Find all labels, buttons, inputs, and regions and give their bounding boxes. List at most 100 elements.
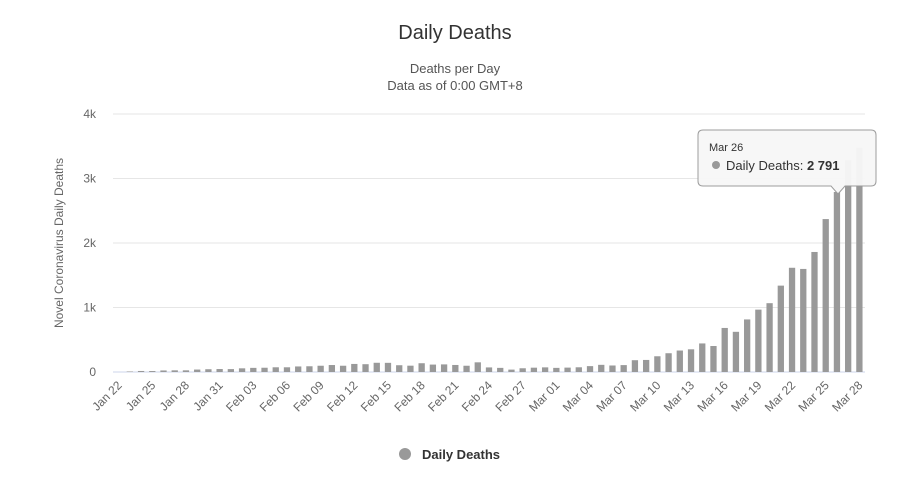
x-tick-label: Mar 04 xyxy=(560,378,597,415)
bar[interactable] xyxy=(497,367,504,372)
bar[interactable] xyxy=(351,363,358,372)
bar[interactable] xyxy=(339,365,347,372)
bar[interactable] xyxy=(732,331,740,372)
bar[interactable] xyxy=(373,362,380,372)
bar[interactable] xyxy=(272,367,279,372)
x-tick-label: Feb 06 xyxy=(257,378,294,415)
tooltip-separator: : xyxy=(800,158,807,173)
bar[interactable] xyxy=(654,356,661,372)
bar[interactable] xyxy=(609,365,616,372)
bar[interactable] xyxy=(845,160,852,372)
x-tick-label: Mar 01 xyxy=(526,378,563,415)
bar[interactable] xyxy=(463,365,470,372)
chart-subtitle-line-2: Data as of 0:00 GMT+8 xyxy=(387,78,522,93)
bar-series-daily-deaths xyxy=(126,147,863,372)
y-axis-title: Novel Coronavirus Daily Deaths xyxy=(52,158,66,328)
x-tick-label: Jan 25 xyxy=(123,378,159,414)
x-tick-label: Jan 22 xyxy=(89,378,125,414)
y-tick-label: 0 xyxy=(89,365,96,379)
bar[interactable] xyxy=(238,368,246,372)
bar[interactable] xyxy=(564,367,571,372)
bar[interactable] xyxy=(295,366,302,372)
bar[interactable] xyxy=(396,365,403,372)
bar[interactable] xyxy=(586,366,594,372)
bar[interactable] xyxy=(766,303,773,372)
bar[interactable] xyxy=(699,343,706,372)
bar[interactable] xyxy=(250,367,257,372)
bar[interactable] xyxy=(620,365,627,372)
x-tick-label: Mar 25 xyxy=(796,378,833,415)
chart-title: Daily Deaths xyxy=(398,22,511,44)
bar[interactable] xyxy=(530,367,538,372)
bar[interactable] xyxy=(788,267,796,372)
bar[interactable] xyxy=(306,366,313,372)
bar[interactable] xyxy=(710,346,717,372)
x-tick-label: Mar 16 xyxy=(695,378,732,415)
bar[interactable] xyxy=(598,364,605,372)
bar[interactable] xyxy=(452,364,459,372)
bar[interactable] xyxy=(856,147,863,372)
bar[interactable] xyxy=(418,363,425,372)
bar[interactable] xyxy=(137,370,145,372)
bar[interactable] xyxy=(384,362,392,372)
legend[interactable]: Daily Deaths xyxy=(399,447,500,462)
bar[interactable] xyxy=(205,369,212,372)
bar[interactable] xyxy=(721,327,728,372)
bar[interactable] xyxy=(800,268,807,372)
bar[interactable] xyxy=(553,367,560,372)
x-tick-label: Feb 24 xyxy=(459,378,496,415)
bar[interactable] xyxy=(126,371,133,372)
bar[interactable] xyxy=(508,369,515,372)
bar[interactable] xyxy=(261,367,268,372)
bar[interactable] xyxy=(665,353,672,372)
bar[interactable] xyxy=(283,367,291,372)
bar[interactable] xyxy=(160,370,167,372)
x-tick-label: Feb 15 xyxy=(358,378,395,415)
bar[interactable] xyxy=(171,370,178,372)
bar[interactable] xyxy=(541,367,549,372)
bar[interactable] xyxy=(777,285,784,372)
bar[interactable] xyxy=(687,349,695,372)
x-tick-label: Mar 19 xyxy=(728,378,765,415)
bar[interactable] xyxy=(227,369,234,372)
bar[interactable] xyxy=(440,364,448,372)
bar[interactable] xyxy=(744,319,751,372)
bar[interactable] xyxy=(755,309,762,372)
tooltip: Mar 26 Daily Deaths: 2 791 xyxy=(697,129,877,195)
legend-marker xyxy=(399,448,411,460)
bar[interactable] xyxy=(676,350,683,372)
x-tick-label: Mar 22 xyxy=(762,378,799,415)
bar[interactable] xyxy=(328,365,336,372)
bar[interactable] xyxy=(811,251,818,372)
bar[interactable] xyxy=(822,219,829,372)
bar[interactable] xyxy=(182,370,190,372)
x-tick-label: Feb 18 xyxy=(391,378,428,415)
bar[interactable] xyxy=(317,365,324,372)
bar[interactable] xyxy=(642,359,650,372)
x-tick-label: Mar 13 xyxy=(661,378,698,415)
x-tick-label: Feb 09 xyxy=(290,378,327,415)
tooltip-value: 2 791 xyxy=(807,158,840,173)
bar[interactable] xyxy=(833,191,841,372)
bar[interactable] xyxy=(216,369,223,372)
bar[interactable] xyxy=(429,364,437,372)
bar[interactable] xyxy=(149,371,156,372)
tooltip-series-line: Daily Deaths: 2 791 xyxy=(726,158,839,173)
legend-label: Daily Deaths xyxy=(422,447,500,462)
bar[interactable] xyxy=(631,360,639,372)
bar[interactable] xyxy=(474,362,481,372)
y-tick-label: 3k xyxy=(83,172,97,186)
bar[interactable] xyxy=(407,365,414,372)
bar[interactable] xyxy=(575,367,582,372)
x-tick-label: Jan 28 xyxy=(157,378,193,414)
bar[interactable] xyxy=(194,369,201,372)
bar[interactable] xyxy=(485,367,493,372)
bar[interactable] xyxy=(519,368,526,372)
chart-subtitle-line-1: Deaths per Day xyxy=(410,61,501,76)
y-axis-ticks: 0 1k 2k 3k 4k xyxy=(83,107,97,379)
x-tick-label: Mar 28 xyxy=(829,378,866,415)
bar[interactable] xyxy=(362,364,369,372)
